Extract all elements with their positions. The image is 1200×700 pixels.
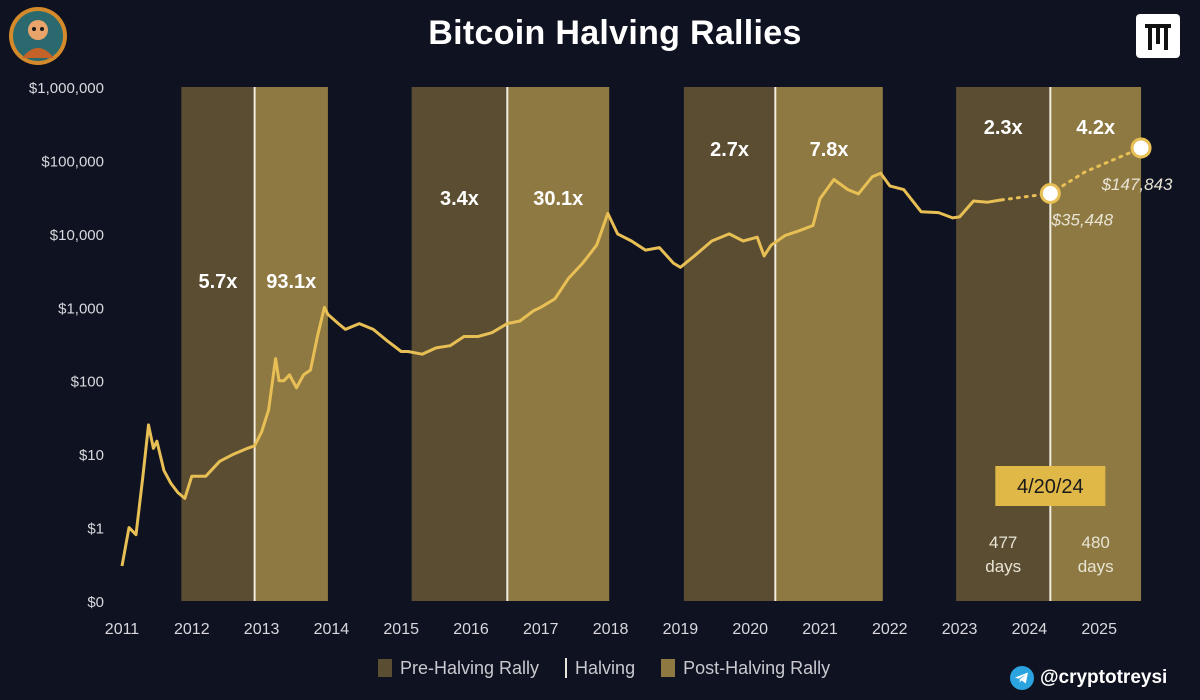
x-tick-label: 2021 (802, 621, 838, 638)
legend-halving-label: Halving (575, 657, 636, 678)
telegram-icon (1010, 666, 1034, 690)
legend-post: Post-Halving Rally (661, 658, 830, 679)
y-tick-label: $0 (87, 594, 104, 611)
social-handle-text: @cryptotreysi (1040, 667, 1168, 688)
rally-multiplier-label: 93.1x (266, 271, 316, 293)
rally-multiplier-label: 3.4x (440, 188, 479, 210)
x-tick-label: 2015 (383, 621, 419, 638)
y-tick-label: $1,000 (58, 300, 104, 317)
rally-multiplier-label: 4.2x (1076, 117, 1115, 139)
band-post-3 (507, 87, 610, 601)
y-tick-label: $10,000 (50, 227, 104, 244)
band-pre-2 (411, 87, 508, 601)
band-post-7 (1050, 87, 1142, 601)
y-tick-label: $10 (79, 447, 104, 464)
projection-value-label: $35,448 (1051, 211, 1114, 230)
rally-multiplier-label: 5.7x (199, 271, 238, 293)
price-line (120, 171, 1002, 567)
x-tick-label: 2012 (174, 621, 210, 638)
x-tick-label: 2016 (453, 621, 489, 638)
legend-pre-label: Pre-Halving Rally (400, 657, 540, 678)
legend-post-label: Post-Halving Rally (683, 657, 831, 678)
y-tick-label: $100 (71, 374, 104, 391)
band-pre-6 (956, 87, 1051, 601)
days-count: 480 (1082, 533, 1110, 552)
x-tick-label: 2013 (244, 621, 280, 638)
legend-pre: Pre-Halving Rally (378, 658, 539, 679)
projection-point (1039, 183, 1061, 205)
halving-date-box (995, 466, 1106, 506)
x-tick-label: 2017 (523, 621, 559, 638)
x-tick-label: 2019 (663, 621, 699, 638)
brand-logo-icon (1136, 14, 1180, 58)
x-tick-label: 2020 (732, 621, 768, 638)
chart-title: Bitcoin Halving Rallies (428, 14, 802, 52)
x-tick-label: 2025 (1081, 621, 1117, 638)
band-pre-0 (181, 87, 255, 601)
x-tick-label: 2023 (942, 621, 978, 638)
x-tick-label: 2011 (105, 621, 140, 638)
band-pre-4 (683, 87, 776, 601)
legend-pre-swatch (378, 659, 392, 677)
avatar-icon (9, 7, 67, 65)
projection-line (1000, 146, 1143, 202)
band-post-5 (775, 87, 883, 601)
rally-multiplier-label: 2.3x (984, 117, 1023, 139)
y-tick-label: $1 (87, 521, 104, 538)
x-tick-label: 2014 (314, 621, 350, 638)
rally-multiplier-label: 2.7x (710, 139, 749, 161)
projection-point (1130, 137, 1152, 159)
legend: Pre-Halving Rally Halving Post-Halving R… (378, 656, 856, 680)
x-tick-label: 2024 (1012, 621, 1048, 638)
y-tick-label: $1,000,000 (29, 80, 104, 97)
social-handle: @cryptotreysi (1010, 666, 1167, 690)
halving-date-label: 4/20/24 (1017, 476, 1084, 498)
projection-value-label: $147,843 (1101, 175, 1173, 194)
legend-halving: Halving (565, 658, 635, 679)
x-tick-label: 2022 (872, 621, 908, 638)
y-tick-label: $100,000 (41, 153, 104, 170)
legend-halving-swatch (565, 658, 568, 678)
rally-multiplier-label: 30.1x (533, 188, 583, 210)
days-unit: days (985, 557, 1021, 576)
rally-multiplier-label: 7.8x (810, 139, 849, 161)
legend-post-swatch (661, 659, 676, 677)
x-tick-label: 2018 (593, 621, 629, 638)
days-unit: days (1078, 557, 1114, 576)
days-count: 477 (989, 533, 1017, 552)
